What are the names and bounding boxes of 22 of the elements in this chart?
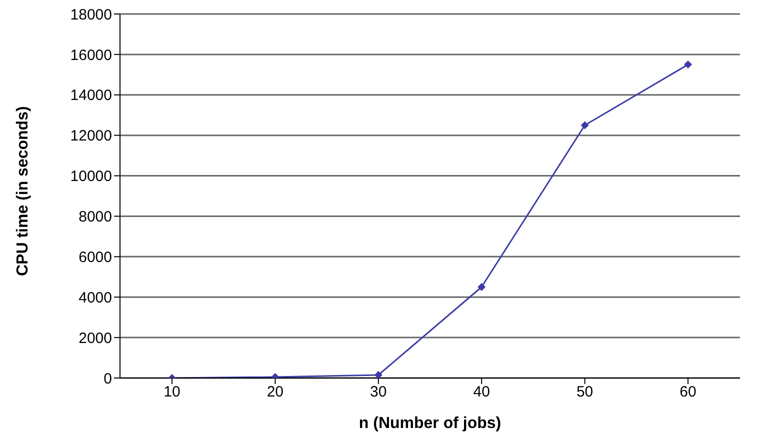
y-tick-label: 2000	[78, 330, 112, 347]
y-tick-label: 14000	[70, 87, 112, 104]
x-tick-label: 60	[680, 384, 696, 401]
point	[684, 60, 692, 69]
y-tick-label: 4000	[78, 289, 112, 306]
x-tick-label: 50	[576, 384, 594, 401]
point	[374, 370, 382, 378]
y-tick-label: 18000	[70, 6, 112, 24]
x-tick-label: 20	[266, 384, 284, 401]
y-tick-label: 10000	[70, 168, 112, 186]
x-tick-label: 10	[164, 384, 180, 401]
y-tick-label: 8000	[78, 208, 112, 226]
y-tick-label: 0	[104, 370, 112, 388]
y-axis-title: CPU time (in seconds)	[14, 106, 32, 276]
point	[580, 121, 589, 130]
x-tick-label: 30	[370, 384, 387, 401]
point	[478, 283, 486, 291]
y-tick-label: 12000	[70, 128, 112, 145]
x-axis-title: n (Number of jobs)	[358, 415, 502, 432]
x-tick-label: 40	[473, 384, 490, 401]
y-tick-label: 16000	[70, 46, 112, 64]
y-tick-label: 6000	[78, 248, 112, 266]
